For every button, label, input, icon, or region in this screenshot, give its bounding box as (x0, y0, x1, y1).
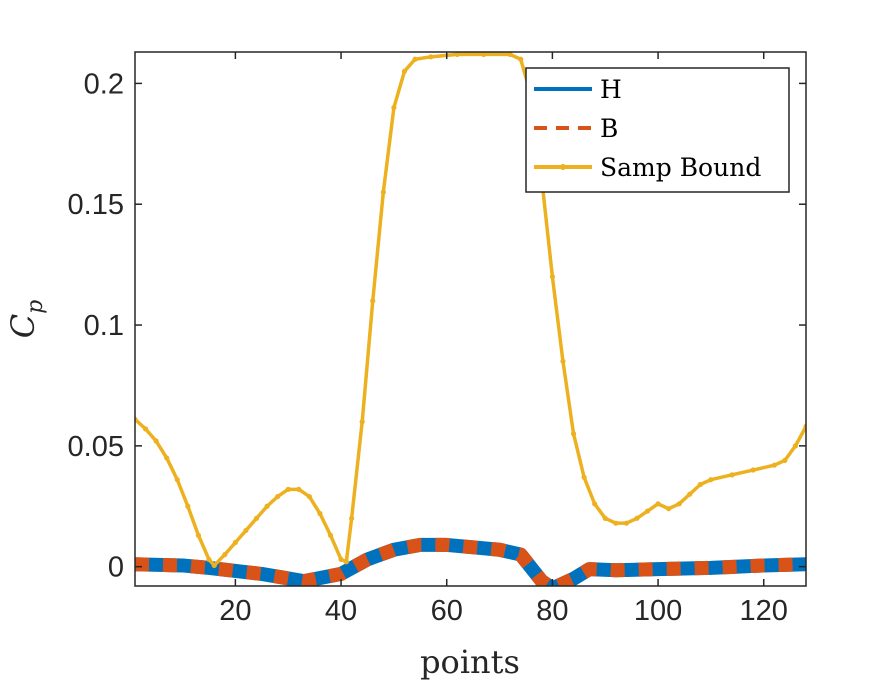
series-point-samp-bound (243, 527, 249, 534)
series-point-samp-bound (481, 52, 487, 58)
series-point-samp-bound (343, 559, 349, 565)
series-point-samp-bound (206, 556, 212, 563)
series-point-samp-bound (676, 501, 682, 507)
series-point-samp-bound (264, 503, 270, 509)
series-point-samp-bound (454, 52, 460, 58)
legend-label-b: B (600, 114, 618, 143)
series-point-samp-bound (195, 532, 202, 538)
series-point-samp-bound (666, 506, 672, 512)
x-tick-label: 100 (634, 595, 682, 627)
series-point-samp-bound (592, 501, 598, 507)
series-point-samp-bound (687, 491, 693, 497)
legend-label-samp-bound: Samp Bound (600, 153, 761, 182)
series-point-samp-bound (142, 426, 149, 432)
series-point-samp-bound (185, 503, 191, 509)
series-point-samp-bound (327, 532, 334, 538)
series-point-samp-bound (412, 56, 418, 62)
series-point-samp-bound (507, 52, 513, 58)
x-tick-label: 80 (536, 595, 568, 627)
series-point-samp-bound (359, 419, 365, 425)
x-axis-title: points (420, 643, 520, 681)
series-layer (135, 52, 806, 586)
series-point-samp-bound (164, 455, 170, 461)
legend: HB Samp Bound (525, 67, 790, 193)
series-point-samp-bound (275, 493, 281, 500)
series-point-samp-bound (391, 104, 397, 111)
series-point-samp-bound (401, 68, 408, 74)
x-tick-label: 60 (431, 595, 463, 627)
series-point-samp-bound (634, 515, 640, 521)
series-point-samp-bound (232, 539, 238, 546)
series-point-samp-bound (613, 520, 619, 526)
series-point-samp-bound (655, 501, 661, 507)
series-point-samp-bound (602, 515, 608, 521)
y-tick-label: 0 (108, 552, 124, 584)
y-tick-label: 0.1 (84, 310, 124, 342)
legend-marker-samp-bound (560, 164, 566, 170)
x-tick-label: 40 (325, 595, 357, 627)
series-point-samp-bound (428, 54, 434, 60)
axes-box (134, 51, 807, 587)
series-point-samp-bound (750, 467, 756, 473)
series-point-samp-bound (708, 477, 714, 483)
series-line-samp-bound (135, 52, 806, 568)
series-point-samp-bound (296, 486, 302, 492)
series-point-samp-bound (623, 520, 629, 526)
series-line-b (135, 537, 806, 586)
series-point-samp-bound (549, 274, 555, 280)
series-point-samp-bound (729, 472, 735, 478)
y-axis-title-subscript: p (23, 300, 48, 314)
series-point-samp-bound (317, 510, 323, 517)
series-point-samp-bound (222, 551, 228, 558)
series-point-samp-bound (174, 477, 180, 483)
series-point-samp-bound (792, 443, 799, 449)
series-point-samp-bound (380, 189, 386, 195)
series-point-samp-bound (211, 562, 217, 569)
series-point-samp-bound (306, 493, 312, 500)
series-point-samp-bound (570, 431, 577, 437)
series-point-samp-bound (581, 474, 587, 480)
y-tick-label: 0.05 (68, 431, 124, 463)
series-point-samp-bound (370, 298, 376, 304)
y-tick-label: 0.15 (68, 189, 124, 221)
series-point-samp-bound (338, 556, 344, 563)
series-group (135, 52, 806, 586)
series-point-samp-bound (349, 515, 355, 521)
series-point-samp-bound (697, 481, 703, 488)
series-point-samp-bound (153, 438, 159, 444)
series-point-samp-bound (771, 462, 777, 468)
y-axis-title: Cp (4, 300, 48, 339)
y-axis-title-base: C (4, 314, 42, 338)
axes-layer: 20 40 60 80 100 120 0 0.05 0.1 0.15 0.2 (68, 51, 807, 627)
x-tick-label: 20 (219, 595, 251, 627)
series-point-samp-bound (782, 457, 788, 463)
series-point-samp-bound (560, 358, 566, 364)
series-point-samp-bound (518, 56, 524, 62)
y-tick-label: 0.2 (84, 68, 124, 100)
series-point-samp-bound (253, 515, 260, 521)
series-point-samp-bound (644, 508, 651, 514)
series-point-samp-bound (285, 486, 291, 492)
legend-label-h: H (600, 75, 622, 104)
x-tick-label: 120 (740, 595, 788, 627)
